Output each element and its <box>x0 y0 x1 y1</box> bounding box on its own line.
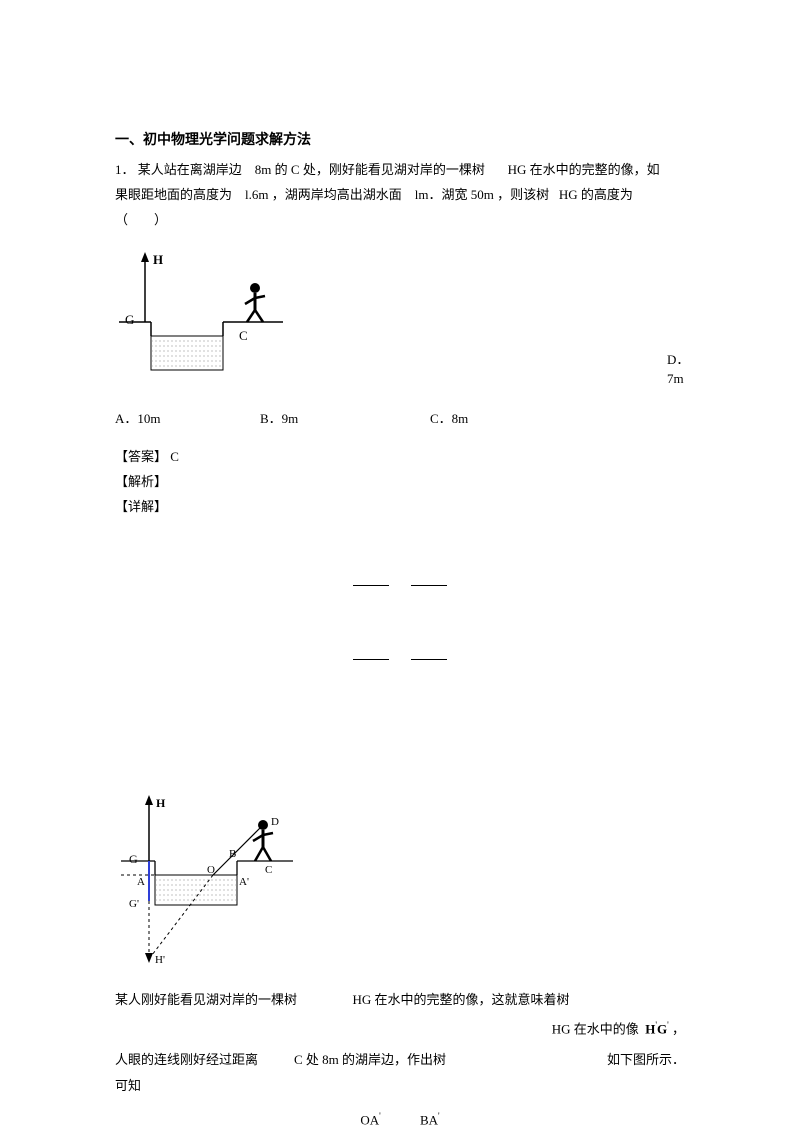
svg-text:G': G' <box>129 898 139 910</box>
q-seg: HG 在水中的完整的像，如 <box>508 162 660 177</box>
choices: A．10m B．9m C．8m D．7m <box>115 409 685 443</box>
explanation-line-3: 人眼的连线刚好经过距离 C 处 8m 的湖岸边，作出树 如下图所示． <box>115 1048 685 1073</box>
bottom-labels: OA' BA' <box>115 1109 685 1131</box>
svg-text:H: H <box>156 796 166 810</box>
svg-text:G: G <box>129 852 138 866</box>
expl-seg: 人眼的连线刚好经过距离 <box>115 1048 258 1073</box>
explain-label: 【解析】 <box>115 472 685 493</box>
q-seg: 8m 的 C 处，刚好能看见湖对岸的一棵树 <box>255 162 485 177</box>
choice-c: C．8m <box>430 409 468 430</box>
explanation-line-4: 可知 <box>115 1074 685 1099</box>
detail-label: 【详解】 <box>115 497 685 518</box>
svg-text:H': H' <box>155 954 165 966</box>
svg-text:A: A <box>137 876 145 888</box>
answer-label: 【答案】 <box>115 449 167 464</box>
svg-text:D: D <box>271 816 279 828</box>
expl-seg: 某人刚好能看见湖对岸的一棵树 <box>115 992 297 1007</box>
q-seg: 某人站在离湖岸边 <box>138 162 242 177</box>
expl-seg: C 处 8m 的湖岸边，作出树 <box>294 1048 446 1073</box>
q-seg: HG 的高度为 <box>559 187 633 202</box>
label-ba: BA <box>420 1112 438 1127</box>
label-C: C <box>239 328 248 343</box>
q-seg: lm．湖宽 50m ，则该树 <box>415 187 549 202</box>
expl-seg: HG 在水中的像 H'G' ， <box>552 1017 685 1042</box>
answer-value: C <box>170 449 179 464</box>
q-number: 1． <box>115 162 135 177</box>
choice-b: B．9m <box>260 409 298 430</box>
choice-d: D．7m <box>667 351 685 389</box>
q-seg: 果眼距地面的高度为 <box>115 187 232 202</box>
q-paren: （ ） <box>115 212 167 227</box>
explanation-line-1: 某人刚好能看见湖对岸的一棵树 HG 在水中的完整的像，这就意味着树 <box>115 988 685 1013</box>
explanation-line-2: HG 在水中的像 H'G' ， <box>115 1017 685 1042</box>
mid-blank-row-2 <box>115 646 685 667</box>
expl-seg: HG 在水中的完整的像，这就意味着树 <box>353 992 570 1007</box>
label-oa: OA <box>360 1112 379 1127</box>
section-title: 一、初中物理光学问题求解方法 <box>115 130 685 152</box>
svg-text:C: C <box>265 864 272 876</box>
figure-2: H G A B O A' C <box>115 791 685 978</box>
answer-line: 【答案】 C <box>115 447 685 468</box>
label-G: G <box>125 312 134 327</box>
question-text: 1． 某人站在离湖岸边 8m 的 C 处，刚好能看见湖对岸的一棵树 HG 在水中… <box>115 158 685 232</box>
figure-1: H G C <box>115 246 685 387</box>
label-H: H <box>153 252 163 267</box>
q-seg: l.6m ，湖两岸均高出湖水面 <box>245 187 402 202</box>
mid-blank-row-1 <box>115 572 685 593</box>
expl-seg: 如下图所示． <box>607 1048 685 1073</box>
person-icon <box>245 283 265 322</box>
choice-a: A．10m <box>115 409 161 430</box>
svg-text:A': A' <box>239 876 249 888</box>
